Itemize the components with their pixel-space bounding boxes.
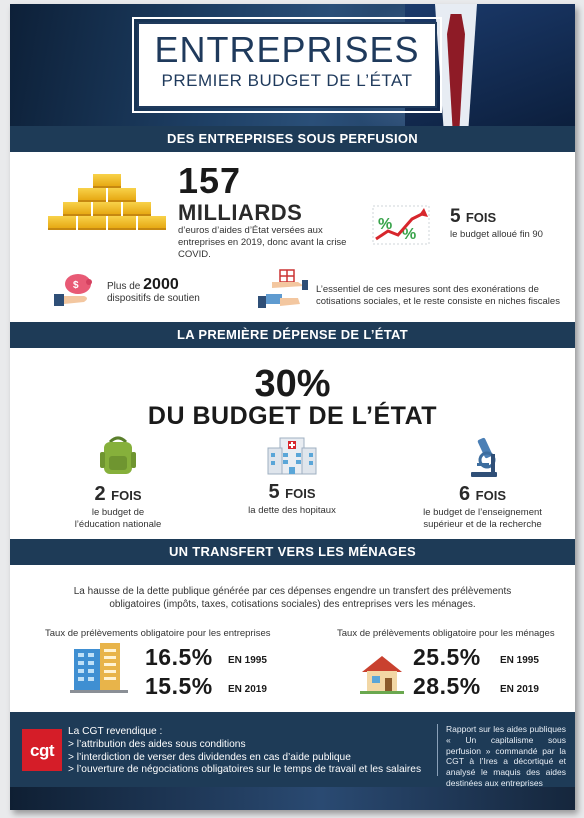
- piggy-bank-icon: $: [54, 274, 92, 306]
- demand-item: > l’interdiction de verser des dividende…: [68, 751, 351, 763]
- section-heading-transfert: UN TRANSFERT VERS LES MÉNAGES: [10, 539, 575, 565]
- backpack-icon: [100, 436, 136, 474]
- rapport-note: Rapport sur les aides publiques « Un cap…: [446, 724, 566, 788]
- demand-item: > l’attribution des aides sous condition…: [68, 738, 246, 750]
- menages-year-1995: EN 1995: [500, 655, 539, 666]
- entreprises-rate-label: Taux de prélèvements obligatoire pour le…: [45, 628, 271, 639]
- hospital-icon: [267, 437, 317, 475]
- amount-description: d’euros d’aides d’État versées aux entre…: [178, 225, 347, 260]
- bottom-photo-strip: [10, 787, 575, 810]
- menages-rate-1995: 25.5%: [413, 644, 481, 670]
- growth-chart-icon: % %: [372, 205, 430, 245]
- entreprises-year-2019: EN 2019: [228, 684, 267, 695]
- multiplier-description: le budget alloué fin 90: [450, 229, 543, 240]
- menages-rate-2019: 28.5%: [413, 673, 481, 699]
- cgt-logo: cgt: [22, 729, 62, 771]
- gold-bars-icon: [48, 174, 166, 244]
- office-building-icon: [70, 643, 128, 693]
- budget-percent-label: DU BUDGET DE L’ÉTAT: [147, 402, 438, 430]
- house-icon: [360, 656, 404, 694]
- multiplier-value: 5 FOIS: [450, 206, 497, 227]
- menages-rate-label: Taux de prélèvements obligatoire pour le…: [337, 628, 555, 639]
- comparison-hospitals: 5 FOIS la dette des hopitaux: [232, 436, 352, 517]
- demand-item: > l’ouverture de négociations obligatoir…: [68, 764, 422, 776]
- footer-panel: cgt La CGT revendique : > l’attribution …: [10, 712, 575, 788]
- page-title: ENTREPRISES: [154, 29, 420, 70]
- comparison-education: 2 FOIS le budget de l’éducation national…: [58, 436, 178, 531]
- microscope-icon: [470, 437, 497, 477]
- section-heading-depense: LA PREMIÈRE DÉPENSE DE L’ÉTAT: [10, 322, 575, 348]
- amount-unit: MILLIARDS: [178, 200, 303, 225]
- cgt-demands: La CGT revendique : > l’attribution des …: [68, 726, 421, 777]
- svg-text:$: $: [73, 280, 79, 291]
- entreprises-rate-1995: 16.5%: [145, 644, 213, 670]
- svg-text:%: %: [402, 226, 416, 243]
- entreprises-year-1995: EN 1995: [228, 655, 267, 666]
- title-box: ENTREPRISES PREMIER BUDGET DE L’ÉTAT: [132, 17, 442, 113]
- footer-divider: [437, 724, 438, 776]
- transfert-intro: La hausse de la dette publique générée p…: [73, 586, 512, 610]
- amount-value: 157: [178, 160, 242, 201]
- dispositifs-count: 2000: [143, 276, 179, 293]
- page-subtitle: PREMIER BUDGET DE L’ÉTAT: [161, 71, 413, 90]
- dispositifs-text: Plus de 2000 dispositifs de soutien: [107, 276, 200, 305]
- entreprises-rate-2019: 15.5%: [145, 673, 213, 699]
- section-heading-perfusion: DES ENTREPRISES SOUS PERFUSION: [10, 126, 575, 152]
- header-banner: ENTREPRISES PREMIER BUDGET DE L’ÉTAT: [10, 4, 575, 126]
- handover-icon: [258, 269, 308, 308]
- menages-year-2019: EN 2019: [500, 684, 539, 695]
- svg-text:%: %: [378, 216, 392, 233]
- tie-image: [447, 14, 465, 126]
- demands-heading: La CGT revendique :: [68, 726, 163, 737]
- budget-percent: 30%: [254, 363, 331, 405]
- exonerations-text: L’essentiel de ces mesures sont des exon…: [316, 284, 560, 307]
- comparison-research: 6 FOIS le budget de l’enseignement supér…: [410, 436, 555, 531]
- infographic-sheet: ENTREPRISES PREMIER BUDGET DE L’ÉTAT DES…: [10, 4, 575, 810]
